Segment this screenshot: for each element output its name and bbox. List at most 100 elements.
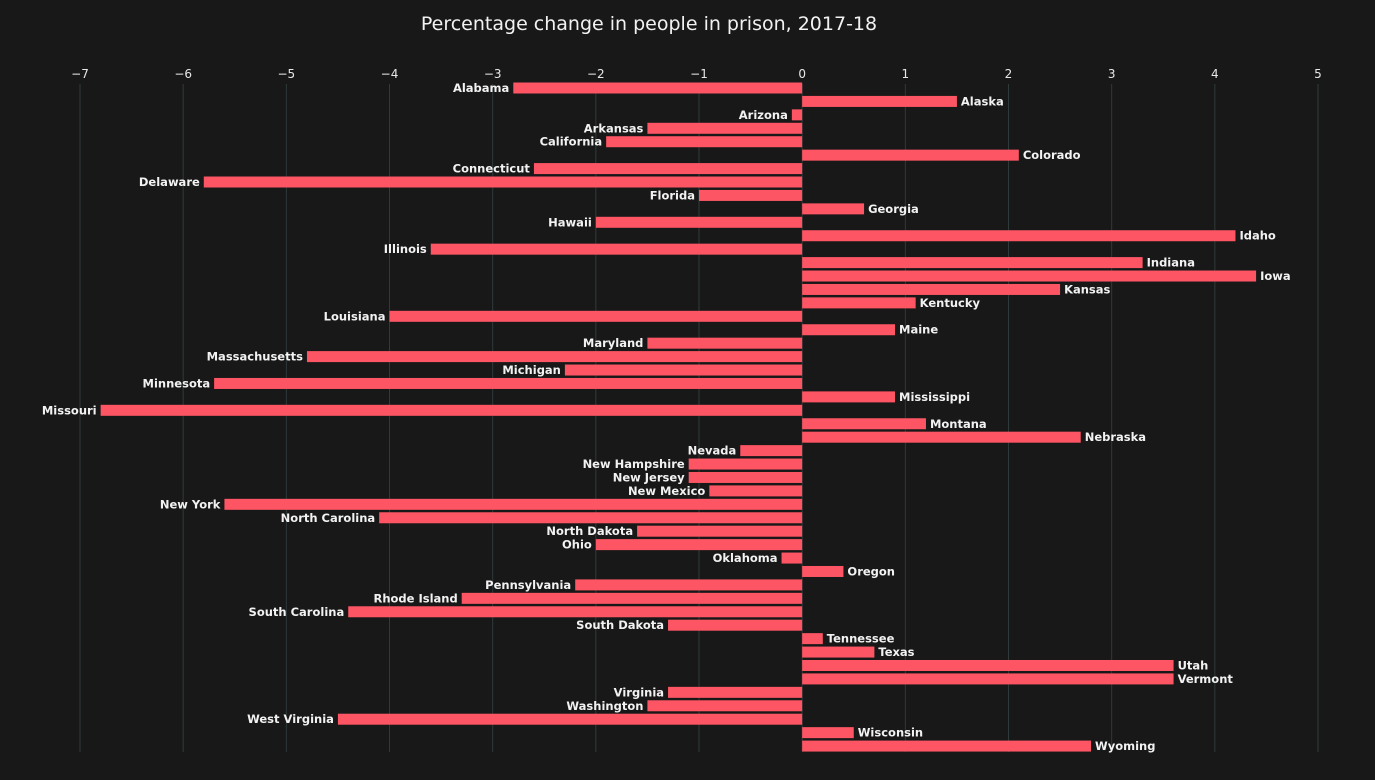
- bar-label: California: [540, 135, 603, 149]
- bar-label: Wyoming: [1095, 739, 1155, 753]
- bar-label: New Mexico: [628, 484, 705, 498]
- bar-label: Arkansas: [584, 121, 644, 135]
- bar: [802, 391, 896, 403]
- bar-label: Minnesota: [143, 376, 211, 390]
- x-tick-label: −4: [381, 67, 399, 81]
- bar: [647, 337, 803, 349]
- x-tick-label: 4: [1211, 67, 1219, 81]
- bar-label: Maine: [899, 323, 938, 337]
- bar: [688, 458, 803, 470]
- bar: [802, 95, 957, 107]
- bar: [203, 176, 803, 188]
- bar: [337, 713, 803, 725]
- bar: [802, 257, 1143, 269]
- bar-label: Massachusetts: [207, 350, 303, 364]
- bar: [709, 485, 803, 497]
- bar: [781, 552, 803, 564]
- bar-label: Ohio: [562, 538, 592, 552]
- bar-label: Nevada: [688, 444, 737, 458]
- bar: [461, 592, 803, 604]
- x-tick-label: 5: [1314, 67, 1322, 81]
- bar-label: Virginia: [614, 685, 664, 699]
- bar-label: Indiana: [1147, 256, 1195, 270]
- bar: [802, 149, 1019, 161]
- bar: [802, 230, 1236, 242]
- bar-label: Connecticut: [453, 162, 531, 176]
- x-tick-label: 2: [1005, 67, 1013, 81]
- bar-label: Oklahoma: [713, 551, 778, 565]
- bar: [513, 82, 803, 94]
- bar: [214, 377, 803, 389]
- bar: [430, 243, 803, 255]
- bar: [564, 364, 803, 376]
- bar-label: Tennessee: [827, 632, 895, 646]
- bar-label: New Jersey: [613, 470, 685, 484]
- bar-label: Mississippi: [899, 390, 970, 404]
- bar: [802, 646, 875, 658]
- bar: [688, 471, 803, 483]
- x-tick-label: −5: [277, 67, 295, 81]
- bar-label: Iowa: [1260, 269, 1291, 283]
- bar-label: Texas: [878, 645, 914, 659]
- bar-label: Idaho: [1239, 229, 1275, 243]
- bar: [802, 324, 896, 336]
- bar: [802, 633, 823, 645]
- bar-label: Florida: [650, 188, 695, 202]
- bar-label: Washington: [566, 699, 643, 713]
- bar: [802, 431, 1081, 443]
- bar: [647, 122, 803, 134]
- bar: [802, 740, 1092, 752]
- bar: [802, 565, 844, 577]
- x-tick-label: −2: [587, 67, 605, 81]
- bar: [668, 619, 803, 631]
- bar-label: Nebraska: [1085, 430, 1146, 444]
- bar: [668, 686, 803, 698]
- bar-label: South Dakota: [576, 618, 664, 632]
- bar-label: Montana: [930, 417, 987, 431]
- bar-label: New York: [160, 497, 221, 511]
- bar: [802, 283, 1061, 295]
- bar: [595, 216, 803, 228]
- bar: [802, 418, 926, 430]
- bar: [802, 673, 1174, 685]
- bar: [637, 525, 803, 537]
- bar-label: Alabama: [453, 81, 509, 95]
- bar-label: Missouri: [42, 403, 97, 417]
- bar-label: South Carolina: [249, 605, 345, 619]
- bars: [100, 82, 1257, 752]
- x-tick-label: −1: [690, 67, 708, 81]
- bar: [791, 109, 803, 121]
- bar: [595, 539, 803, 551]
- bar: [740, 445, 803, 457]
- bar-label: Utah: [1178, 658, 1209, 672]
- bar: [575, 579, 803, 591]
- bar-label: Maryland: [583, 336, 644, 350]
- bar-label: West Virginia: [247, 712, 334, 726]
- x-tick-label: −6: [174, 67, 192, 81]
- bar-label: Hawaii: [548, 215, 592, 229]
- bar-label: Kansas: [1064, 282, 1110, 296]
- bar-label: Arizona: [739, 108, 788, 122]
- bar: [348, 606, 803, 618]
- bar: [647, 700, 803, 712]
- x-tick-label: 3: [1108, 67, 1116, 81]
- x-tick-label: 0: [798, 67, 806, 81]
- bar-label: Alaska: [961, 94, 1004, 108]
- x-axis-ticks: −7 −6 −5 −4 −3 −2 −1 0 1 2 3 4 5: [71, 67, 1322, 81]
- bar: [802, 659, 1174, 671]
- bar-label: Michigan: [502, 363, 561, 377]
- bar: [802, 297, 916, 309]
- bar-label: Delaware: [139, 175, 200, 189]
- bar-label: Louisiana: [324, 309, 386, 323]
- bar: [802, 270, 1257, 282]
- bar: [606, 136, 803, 148]
- bar-label: Colorado: [1023, 148, 1081, 162]
- bar: [802, 727, 854, 739]
- bar: [533, 163, 803, 175]
- bar-label: Georgia: [868, 202, 919, 216]
- bar-label: North Carolina: [281, 511, 376, 525]
- bar-label: North Dakota: [546, 524, 633, 538]
